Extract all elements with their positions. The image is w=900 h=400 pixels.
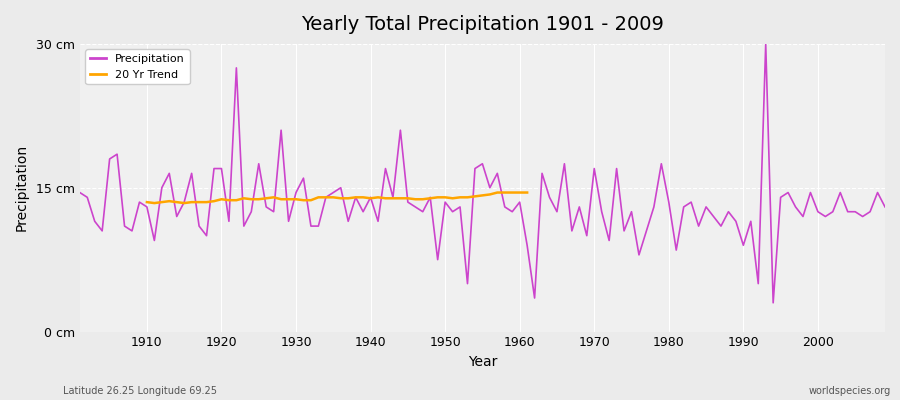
Precipitation <box>604 238 615 243</box>
Legend: Precipitation, 20 Yr Trend: Precipitation, 20 Yr Trend <box>86 50 190 84</box>
20 Yr Trend <box>492 190 503 195</box>
20 Yr Trend <box>395 196 406 201</box>
Precipitation <box>760 42 771 46</box>
Precipitation <box>514 200 525 204</box>
Precipitation <box>507 209 517 214</box>
20 Yr Trend <box>179 201 190 206</box>
Precipitation <box>75 190 86 195</box>
Title: Yearly Total Precipitation 1901 - 2009: Yearly Total Precipitation 1901 - 2009 <box>301 15 664 34</box>
20 Yr Trend <box>328 195 338 200</box>
20 Yr Trend <box>141 200 152 204</box>
Precipitation <box>879 204 890 209</box>
Precipitation <box>134 200 145 204</box>
20 Yr Trend <box>284 197 294 202</box>
X-axis label: Year: Year <box>468 355 497 369</box>
Precipitation <box>768 300 778 305</box>
Y-axis label: Precipitation: Precipitation <box>15 144 29 231</box>
20 Yr Trend <box>149 201 160 206</box>
Text: worldspecies.org: worldspecies.org <box>809 386 891 396</box>
Precipitation <box>298 176 309 180</box>
20 Yr Trend <box>380 196 391 201</box>
20 Yr Trend <box>350 195 361 200</box>
Precipitation <box>343 219 354 224</box>
20 Yr Trend <box>522 190 533 195</box>
Line: Precipitation: Precipitation <box>80 44 885 303</box>
Text: Latitude 26.25 Longitude 69.25: Latitude 26.25 Longitude 69.25 <box>63 386 217 396</box>
Line: 20 Yr Trend: 20 Yr Trend <box>147 192 527 203</box>
